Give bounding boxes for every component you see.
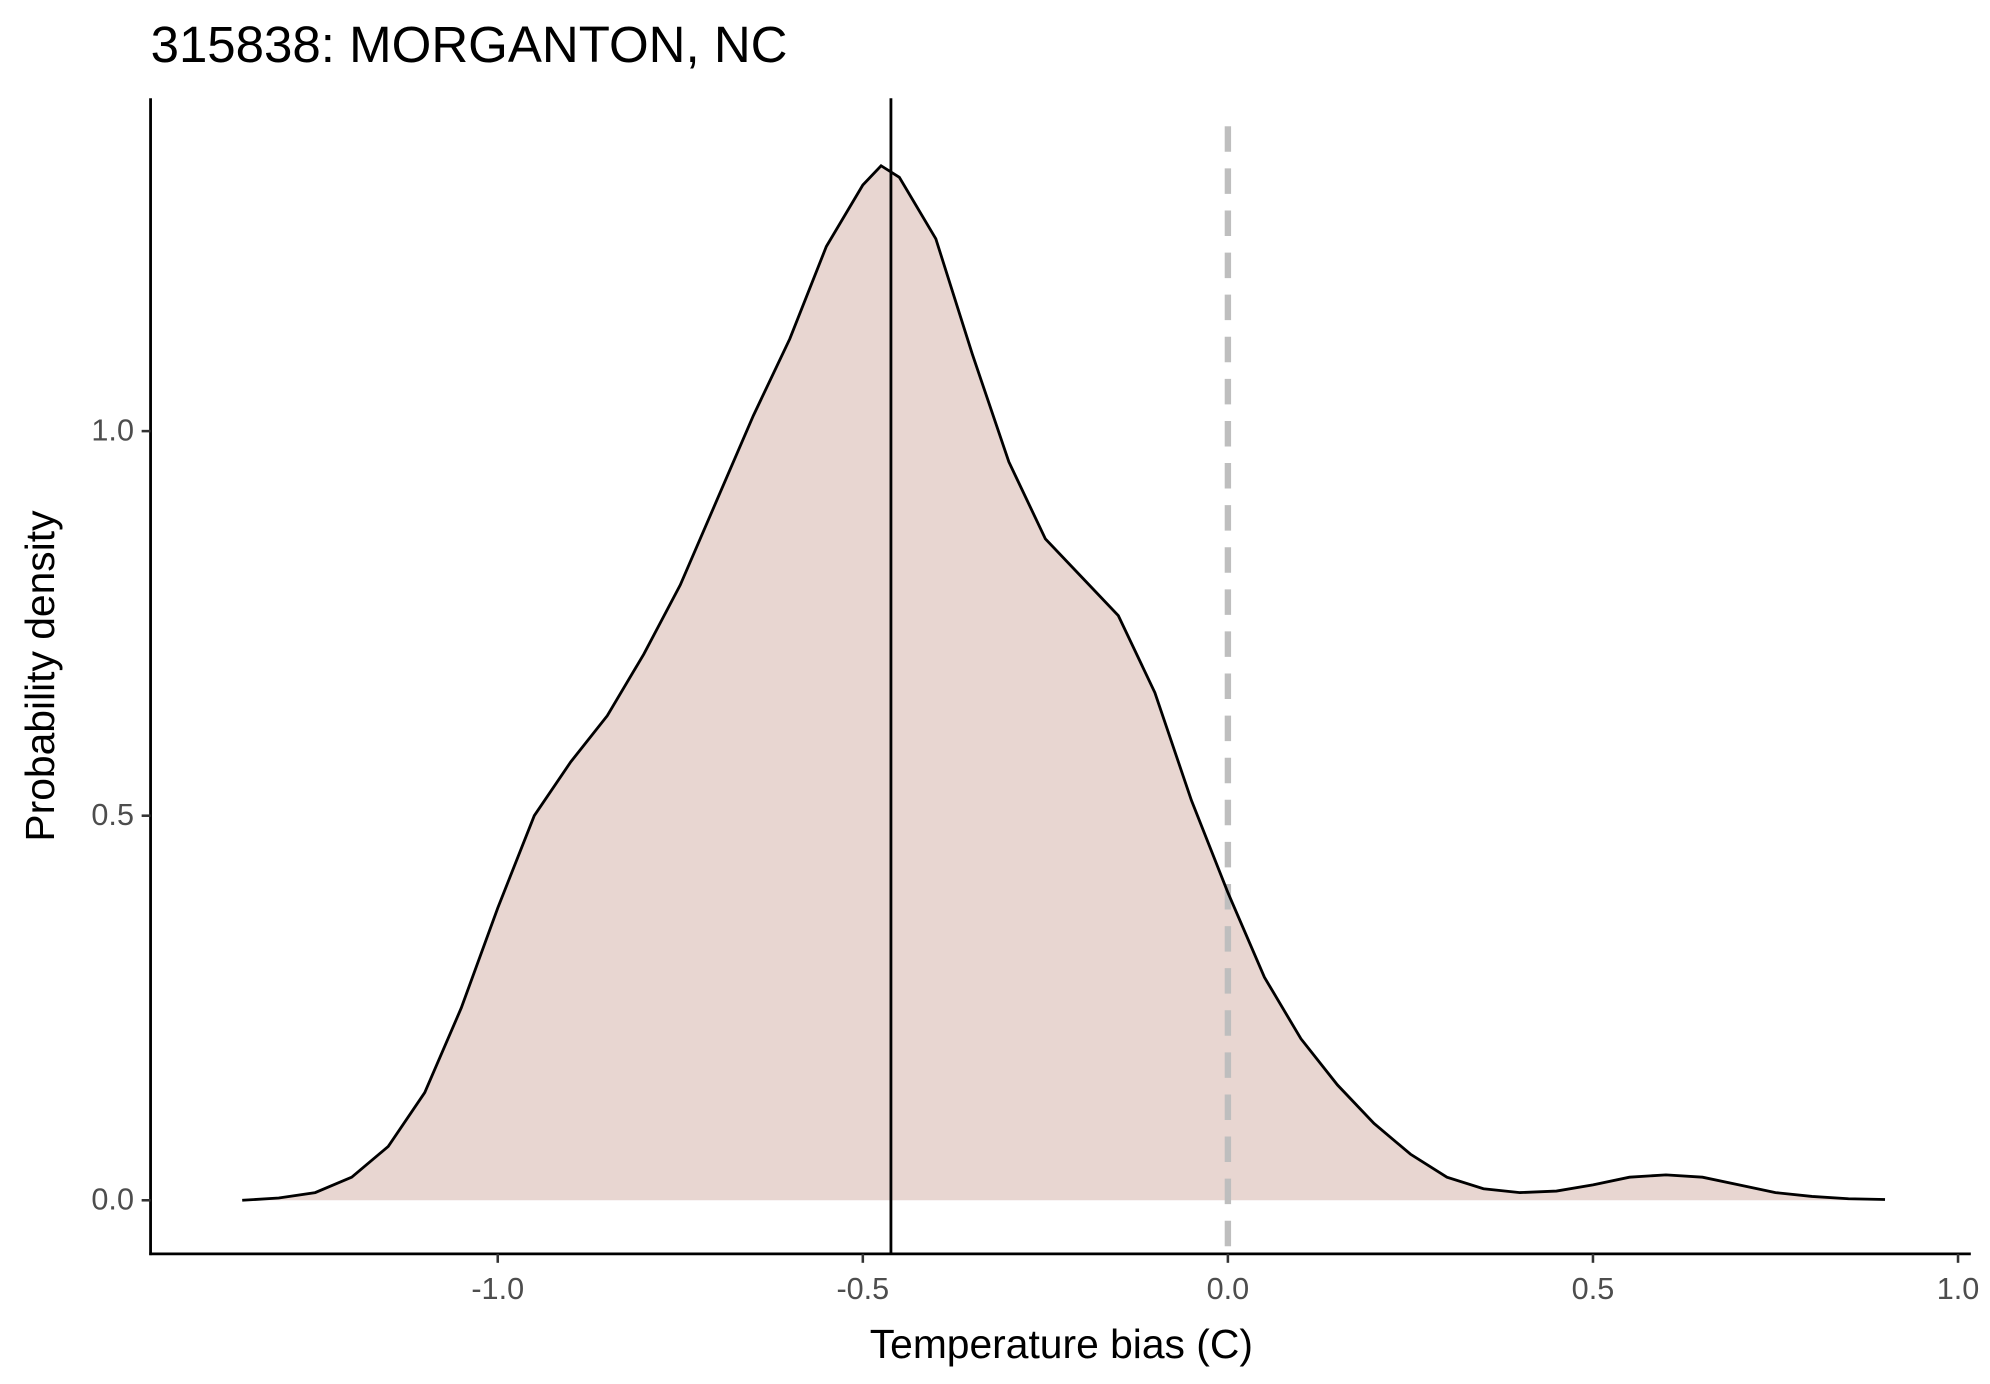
chart-title: 315838: MORGANTON, NC: [151, 16, 788, 73]
y-axis-title: Probability density: [17, 510, 63, 842]
y-tick-label: 1.0: [91, 413, 134, 447]
y-tick-label: 0.0: [91, 1183, 134, 1217]
x-tick-label: -1.0: [471, 1272, 524, 1306]
x-tick-label: -0.5: [836, 1272, 889, 1306]
y-tick-label: 0.5: [91, 798, 134, 832]
density-area: [242, 165, 1886, 1201]
x-axis-title: Temperature bias (C): [870, 1321, 1253, 1367]
x-tick-label: 0.5: [1572, 1272, 1615, 1306]
x-tick-label: 1.0: [1937, 1272, 1980, 1306]
density-line: [242, 163, 1886, 1202]
x-tick-label: 0.0: [1207, 1272, 1250, 1306]
